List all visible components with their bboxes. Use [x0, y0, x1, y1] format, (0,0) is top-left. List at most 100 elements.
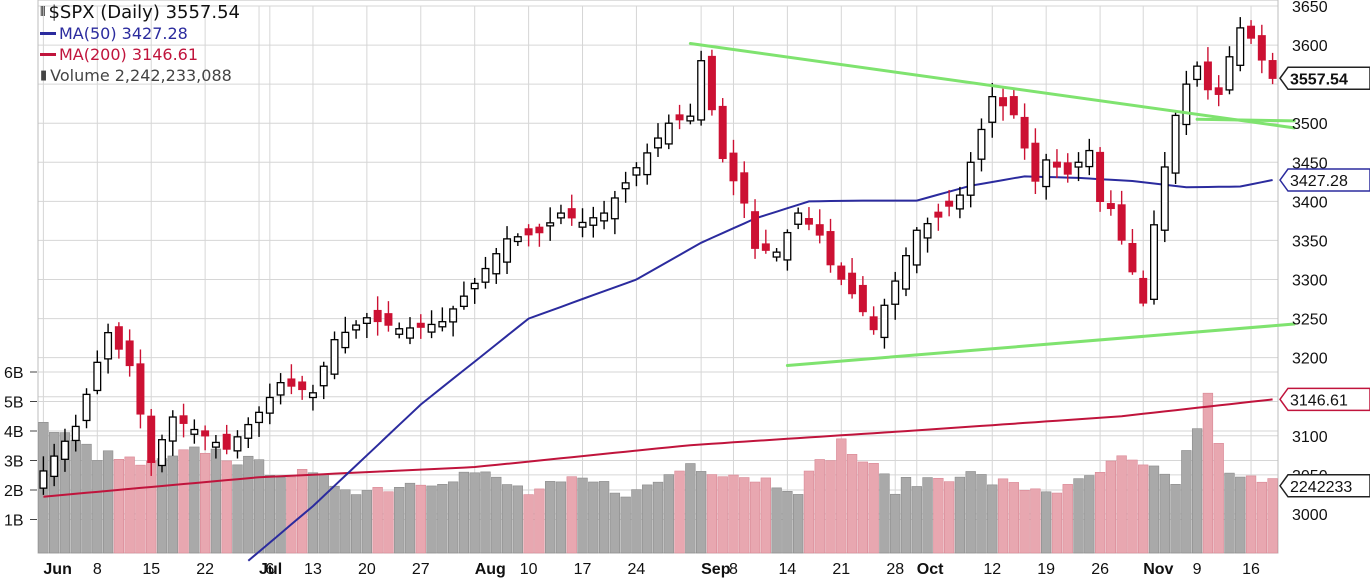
candle-body	[1085, 149, 1094, 168]
candle-body	[772, 251, 781, 258]
volume-bar	[663, 474, 674, 554]
candle-body	[880, 304, 889, 339]
date-tick-label: 8	[729, 561, 738, 578]
volume-bar	[598, 481, 610, 554]
candle-body	[395, 328, 404, 335]
volume-bar	[674, 470, 685, 554]
candle-body	[1193, 65, 1202, 81]
volume-bar	[275, 477, 286, 554]
candle-body	[158, 439, 166, 467]
candle-body	[470, 282, 479, 290]
date-tick-label: 6	[265, 561, 274, 578]
candle-body	[1182, 83, 1191, 126]
volume-bar	[976, 474, 987, 554]
volume-bar	[1213, 443, 1224, 554]
price-tag-label: 3427.28	[1290, 173, 1348, 190]
trendline	[785, 322, 1296, 367]
volume-bar	[900, 477, 912, 554]
volume-bar	[846, 454, 858, 554]
volume-bar	[588, 481, 599, 554]
candle-body	[664, 122, 673, 145]
candle-body	[438, 321, 447, 328]
volume-bar	[1094, 472, 1106, 554]
candle-body	[751, 211, 760, 249]
volume-bar	[1138, 464, 1149, 554]
candle-body	[815, 224, 824, 236]
volume-bar	[49, 432, 60, 554]
volume-bar	[943, 481, 955, 554]
volume-bar	[350, 494, 362, 554]
volume-bar	[480, 471, 491, 554]
candle-body	[643, 152, 652, 176]
volume-bar	[534, 488, 545, 554]
price-axis-labels: 3000305031003200325033003350340034503500…	[1292, 0, 1328, 524]
volume-bar	[81, 443, 92, 554]
candle-body	[955, 194, 964, 210]
volume-bar	[825, 460, 836, 554]
price-tick-label: 3350	[1292, 233, 1328, 250]
volume-tick-label: 4B	[4, 424, 24, 441]
price-tick-label: 3500	[1292, 116, 1328, 133]
candle-body	[1268, 60, 1277, 79]
candle-body	[1214, 87, 1223, 95]
volume-bar	[1245, 475, 1257, 554]
candle-body	[1009, 96, 1018, 116]
candle-body	[222, 433, 231, 450]
volume-bar	[1019, 490, 1030, 554]
volume-bar	[199, 452, 211, 554]
volume-bar	[361, 490, 373, 554]
volume-bar	[135, 464, 146, 554]
volume-bar	[329, 485, 340, 554]
volume-bar	[340, 489, 351, 554]
volume-bar	[771, 487, 782, 554]
volume-bars	[38, 392, 1278, 554]
candle-body	[1203, 61, 1212, 91]
candle-body	[1096, 151, 1105, 203]
volume-bar	[1062, 484, 1073, 554]
volume-bar	[987, 484, 998, 554]
volume-bar	[318, 473, 329, 554]
candle-body	[1171, 114, 1180, 174]
volume-bar	[1041, 491, 1052, 554]
candlesticks	[39, 17, 1277, 495]
candle-body	[923, 222, 932, 239]
candle-body	[406, 327, 414, 339]
trendline	[1195, 117, 1296, 123]
volume-bar	[286, 476, 297, 554]
volume-bar	[1159, 473, 1170, 554]
volume-bar	[1191, 428, 1203, 554]
volume-bar	[922, 477, 933, 554]
volume-bar	[243, 455, 254, 554]
volume-bar	[1008, 482, 1019, 554]
candle-body	[621, 182, 630, 190]
volume-bar	[1181, 450, 1192, 554]
date-tick-label: Aug	[475, 561, 506, 578]
volume-bar	[545, 481, 556, 554]
volume-bar	[803, 470, 815, 554]
volume-bar	[706, 474, 718, 554]
candle-body	[255, 411, 264, 424]
volume-bar	[1105, 460, 1117, 554]
volume-bar	[156, 458, 168, 554]
candle-body	[298, 381, 307, 391]
candle-body	[1160, 166, 1169, 231]
date-tick-label: Oct	[917, 561, 944, 578]
candle-body	[93, 361, 102, 392]
volume-bar	[717, 476, 728, 554]
volume-tick-label: 6B	[4, 365, 24, 382]
price-tag-box	[1279, 168, 1370, 192]
candle-body	[190, 428, 199, 435]
price-tick-label: 3450	[1292, 155, 1328, 172]
volume-bar	[178, 449, 189, 554]
volume-bar	[221, 460, 232, 554]
volume-bar	[92, 460, 103, 554]
candle-body	[902, 255, 910, 290]
candle-body	[384, 313, 393, 326]
volume-bar	[911, 486, 922, 554]
volume-bar	[447, 481, 459, 554]
price-tick-label: 3300	[1292, 273, 1328, 290]
price-tick-label: 3650	[1292, 0, 1328, 16]
volume-bar	[404, 482, 416, 554]
price-tick-label: 3200	[1292, 351, 1328, 368]
